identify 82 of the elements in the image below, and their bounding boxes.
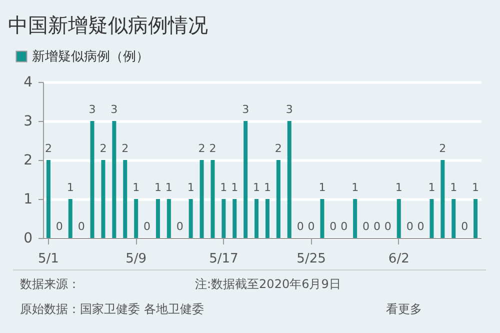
bar	[396, 199, 401, 238]
bar	[244, 121, 248, 238]
bar	[123, 160, 128, 238]
x-tick-label: 5/25	[296, 252, 326, 266]
data-label: 1	[231, 181, 238, 194]
data-label: 1	[66, 181, 74, 194]
data-label: 1	[132, 181, 140, 194]
bar	[276, 160, 280, 238]
data-label: 0	[144, 220, 151, 233]
data-label: 3	[286, 103, 293, 116]
data-label: 0	[340, 220, 348, 233]
legend-label: 新增疑似病例（例）	[32, 50, 149, 64]
bar	[353, 199, 358, 238]
bar	[210, 160, 215, 238]
data-label: 0	[406, 220, 414, 233]
data-label: 3	[88, 103, 96, 116]
bar	[90, 121, 94, 238]
data-label: 0	[384, 220, 392, 233]
data-label: 1	[472, 181, 480, 194]
data-label: 2	[44, 142, 52, 155]
bar	[430, 199, 434, 238]
chart-title: 中国新增疑似病例情况	[8, 13, 208, 37]
data-label: 0	[56, 220, 63, 233]
bar	[265, 199, 270, 238]
data-label: 2	[439, 142, 446, 155]
data-label: 2	[209, 142, 216, 155]
data-label: 1	[428, 181, 436, 194]
data-label: 1	[253, 181, 260, 194]
data-label: 0	[296, 220, 304, 233]
bar	[46, 160, 50, 238]
data-label: 1	[395, 181, 402, 194]
data-label: 0	[362, 220, 370, 233]
data-label: 0	[78, 220, 85, 233]
y-tick-label: 2	[24, 152, 32, 168]
y-tick-label: 4	[24, 74, 33, 90]
data-label: 0	[373, 220, 380, 233]
text: 看更多	[386, 302, 422, 316]
y-tick-label: 0	[24, 230, 32, 246]
text: 原始数据：国家卫健委 各地卫健委	[20, 302, 204, 316]
bar	[287, 121, 292, 238]
data-label: 2	[274, 142, 282, 155]
x-tick-label: 5/1	[38, 252, 59, 266]
x-tick-label: 5/9	[126, 252, 147, 266]
bar	[440, 160, 445, 238]
bar	[474, 199, 478, 238]
bar	[200, 160, 204, 238]
bar	[112, 121, 116, 238]
data-label: 0	[330, 220, 337, 233]
y-tick-label: 1	[24, 192, 32, 208]
bar	[166, 199, 171, 238]
text: 注:数据截至2020年6月9日	[195, 277, 341, 291]
data-label: 1	[318, 181, 326, 194]
data-label: 0	[461, 220, 468, 233]
data-label: 0	[308, 220, 315, 233]
data-label: 2	[198, 142, 206, 155]
bar	[254, 199, 259, 238]
data-label: 3	[242, 103, 250, 116]
data-label: 1	[165, 181, 172, 194]
data-label: 2	[122, 142, 129, 155]
bar	[222, 199, 226, 238]
bar	[134, 199, 138, 238]
bar	[101, 160, 106, 238]
bar	[320, 199, 324, 238]
data-label: 1	[220, 181, 228, 194]
bar	[68, 199, 72, 238]
bar	[188, 199, 193, 238]
x-tick-label: 5/17	[209, 252, 238, 266]
data-label: 1	[352, 181, 359, 194]
data-label: 1	[450, 181, 458, 194]
y-tick-label: 3	[24, 114, 32, 130]
x-tick-label: 6/2	[388, 252, 410, 266]
bar	[452, 199, 456, 238]
data-label: 0	[417, 220, 424, 233]
data-label: 2	[100, 142, 107, 155]
data-label: 1	[187, 181, 194, 194]
data-label: 1	[264, 181, 271, 194]
data-label: 3	[110, 103, 118, 116]
bar	[156, 199, 160, 238]
data-label: 0	[176, 220, 184, 233]
bar	[232, 199, 237, 238]
source-note: 数据来源：	[20, 277, 80, 291]
data-label: 1	[154, 181, 162, 194]
